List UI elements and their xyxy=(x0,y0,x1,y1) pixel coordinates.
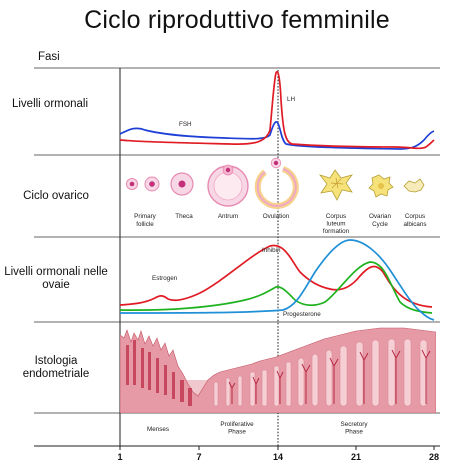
estrogen-label: Estrogen xyxy=(152,275,178,282)
day-ticks xyxy=(119,446,435,450)
ovarian-stage-ovulation xyxy=(254,157,299,209)
row-label-endometrium: Istologia endometriale xyxy=(22,355,90,380)
fsh-curve xyxy=(119,121,435,150)
row-label-phases: Fasi xyxy=(38,51,60,63)
lh-label: LH xyxy=(287,96,296,103)
day-tick-label: 7 xyxy=(196,452,201,462)
day-tick-label: 1 xyxy=(117,452,122,462)
ovarian-stage-corpus-luteum xyxy=(318,169,354,201)
lh-curve xyxy=(119,70,435,150)
endometrium-illustration xyxy=(120,327,436,413)
ovarian-stage-primary-follicle xyxy=(126,176,160,192)
stage-label-primary-follicle: Primary follicle xyxy=(134,213,157,228)
page-title: Ciclo riproduttivo femminile xyxy=(84,6,390,34)
phase-label-secretory: Secretory Phase xyxy=(341,421,369,436)
day-tick-label: 28 xyxy=(429,452,439,462)
fsh-label: FSH xyxy=(179,121,192,128)
row-label-ovarian-cycle: Ciclo ovarico xyxy=(23,190,89,202)
day-tick-label: 21 xyxy=(351,452,361,462)
inhibin-label: Inhibin xyxy=(262,247,281,254)
stage-label-antrum: Antrum xyxy=(218,213,238,220)
stage-label-ovarian-cycle: Ovarian Cycle xyxy=(369,213,392,228)
stage-label-corpus-luteum: Corpus luteum formation xyxy=(323,213,350,235)
ovarian-stage-ovarian-cycle xyxy=(368,174,394,198)
phase-label-menses: Menses xyxy=(147,426,169,433)
day-tick-label: 14 xyxy=(273,452,283,462)
ovarian-stage-antrum xyxy=(207,164,249,207)
stage-label-theca: Theca xyxy=(175,213,193,220)
stage-label-ovulation: Ovulation xyxy=(263,213,290,220)
estrogen-curve xyxy=(119,244,433,308)
progesterone-curve xyxy=(119,239,435,321)
ovarian-stage-corpus-albicans xyxy=(403,178,425,193)
progesterone-label: Progesterone xyxy=(283,311,321,318)
phase-label-proliferative: Proliferative Phase xyxy=(220,421,254,436)
ovarian-stage-labels: Primary follicle Theca Antrum Ovulation C… xyxy=(134,213,426,235)
ovarian-stage-theca xyxy=(170,172,194,196)
inhibin-curve xyxy=(119,261,433,314)
row-label-ovarian-hormones: Livelli ormonali nelle ovaie xyxy=(4,266,108,291)
row-label-hormones: Livelli ormonali xyxy=(11,98,89,110)
stage-label-corpus-albicans: Corpus albicans xyxy=(403,213,426,228)
